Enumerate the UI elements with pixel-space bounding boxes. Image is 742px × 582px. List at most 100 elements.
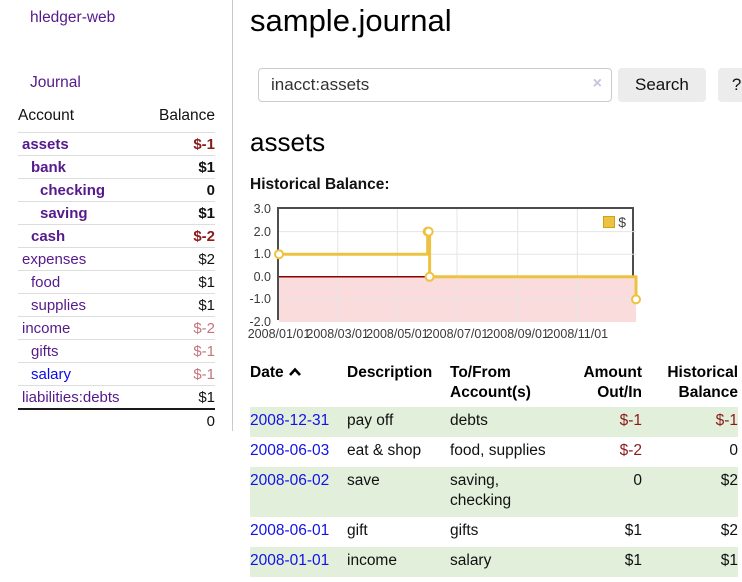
register-header-balance: Historical Balance	[644, 361, 738, 407]
account-balance: $1	[198, 205, 215, 222]
transaction-accounts: debts	[450, 407, 562, 437]
register-header-date[interactable]: Date	[250, 361, 347, 407]
y-tick-label: -1.0	[249, 292, 271, 307]
account-link-gifts[interactable]: gifts	[31, 343, 59, 360]
transaction-balance: 0	[729, 442, 738, 459]
register-header-accounts-line2: Account(s)	[450, 384, 531, 401]
register-header-balance-line2: Balance	[678, 384, 738, 401]
register-header-amount: Amount Out/In	[562, 361, 644, 407]
account-balance: $2	[198, 251, 215, 268]
accounts-table: Account Balance assets $-1 bank $1 check…	[18, 107, 215, 432]
account-row: expenses $2	[18, 247, 215, 271]
search-button[interactable]: Search	[618, 68, 706, 102]
chart-canvas	[274, 209, 641, 322]
transaction-date-link[interactable]: 2008-06-03	[250, 442, 330, 459]
transaction-description: eat & shop	[347, 442, 422, 459]
register-row: 2008-01-01 income salary $1 $1	[250, 547, 738, 577]
transaction-description: save	[347, 467, 450, 517]
account-link-saving[interactable]: saving	[40, 205, 88, 222]
transaction-amount: $1	[624, 522, 642, 539]
y-tick-label: 0.0	[253, 269, 271, 284]
accounts-header-balance: Balance	[158, 107, 215, 124]
search-form: × Search ?	[258, 68, 742, 102]
transaction-amount: $-2	[619, 442, 642, 459]
x-tick-label: 2008/01/01	[247, 327, 311, 341]
account-row: liabilities:debts $1	[18, 385, 215, 410]
account-row: gifts $-1	[18, 339, 215, 363]
account-balance: $-1	[193, 343, 215, 360]
register-header-amount-line2: Out/In	[597, 384, 642, 401]
account-link-bank[interactable]: bank	[31, 159, 67, 176]
legend-label: $	[618, 214, 626, 230]
transaction-amount: 0	[562, 467, 644, 517]
transaction-description: gift	[347, 522, 368, 539]
y-tick-label: 1.0	[253, 247, 271, 262]
account-link-cash[interactable]: cash	[31, 228, 66, 245]
sidebar: hledger-web Journal Account Balance asse…	[0, 0, 233, 431]
account-row: income $-2	[18, 316, 215, 340]
register-row: 2008-06-01 gift gifts $1 $2	[250, 517, 738, 547]
y-tick-label: 2.0	[253, 224, 271, 239]
transaction-date-link[interactable]: 2008-12-31	[250, 412, 330, 429]
x-tick-label: 2008/03/01	[306, 327, 369, 341]
register-header-accounts-line1: To/From	[450, 364, 511, 381]
transaction-date-link[interactable]: 2008-01-01	[250, 552, 330, 569]
account-link-assets[interactable]: assets	[22, 136, 69, 153]
account-row: assets $-1	[18, 132, 215, 156]
clear-search-icon[interactable]: ×	[592, 75, 602, 92]
account-balance: $1	[198, 159, 215, 176]
sort-ascending-icon	[288, 367, 301, 376]
chart-title: Historical Balance:	[250, 176, 390, 193]
account-link-expenses[interactable]: expenses	[22, 251, 87, 268]
chart-legend: $	[602, 214, 627, 230]
register-header-balance-line1: Historical	[667, 364, 738, 381]
transaction-balance: $2	[644, 467, 738, 517]
register-table: Date Description To/From Account(s) Amou…	[250, 361, 738, 577]
transaction-accounts: salary	[450, 547, 562, 577]
register-header-accounts: To/From Account(s)	[450, 361, 562, 407]
transaction-balance: $-1	[644, 407, 738, 437]
transaction-balance: $2	[720, 522, 738, 539]
account-link-checking[interactable]: checking	[40, 182, 106, 199]
account-row: supplies $1	[18, 293, 215, 317]
transaction-date-link[interactable]: 2008-06-01	[250, 522, 330, 539]
account-link-liabilities-debts[interactable]: liabilities:debts	[22, 389, 120, 406]
transaction-description: income	[347, 547, 450, 577]
transaction-accounts: saving, checking	[450, 467, 562, 517]
app-brand-link[interactable]: hledger-web	[30, 9, 116, 26]
account-balance: $-2	[193, 320, 215, 337]
account-balance: $-1	[193, 136, 215, 153]
x-tick-label: 2008/09/01	[486, 327, 549, 341]
register-header-amount-line1: Amount	[583, 364, 642, 381]
y-tick-label: 3.0	[253, 202, 271, 216]
register-header-description: Description	[347, 364, 433, 381]
account-balance: $1	[198, 297, 215, 314]
transaction-date-link[interactable]: 2008-06-02	[250, 472, 330, 489]
page-title: sample.journal	[250, 3, 452, 38]
account-balance: $1	[198, 389, 215, 406]
x-tick-label: 2008/11/01	[546, 327, 609, 341]
account-link-salary[interactable]: salary	[31, 366, 72, 383]
account-balance: $-2	[193, 228, 215, 245]
account-balance: $1	[198, 274, 215, 291]
help-button[interactable]: ?	[717, 68, 742, 102]
y-tick-label: -2.0	[249, 315, 271, 329]
account-link-supplies[interactable]: supplies	[31, 297, 87, 314]
x-tick-label: 2008/05/01	[366, 327, 429, 341]
main-content: sample.journal × Search ? assets Histori…	[234, 0, 742, 577]
register-row: 2008-06-02 save saving, checking 0 $2	[250, 467, 738, 517]
accounts-header-account: Account	[18, 107, 75, 124]
account-row: saving $1	[18, 201, 215, 225]
transaction-amount: $-1	[562, 407, 644, 437]
account-link-food[interactable]: food	[31, 274, 61, 291]
historical-balance-chart: $ 3.0 2.0 1.0 0.0 -1.0 -2.0 2008/01/01 2008/03…	[248, 202, 738, 345]
account-row: salary $-1	[18, 362, 215, 386]
transaction-accounts: food, supplies	[450, 442, 546, 459]
search-input[interactable]	[258, 68, 612, 102]
account-row: food $1	[18, 270, 215, 294]
register-row: 2008-12-31 pay off debts $-1 $-1	[250, 407, 738, 437]
account-link-income[interactable]: income	[22, 320, 71, 337]
register-row: 2008-06-03 eat & shop food, supplies $-2…	[250, 437, 738, 467]
nav-journal-link[interactable]: Journal	[30, 74, 81, 91]
legend-swatch-icon	[603, 216, 616, 228]
